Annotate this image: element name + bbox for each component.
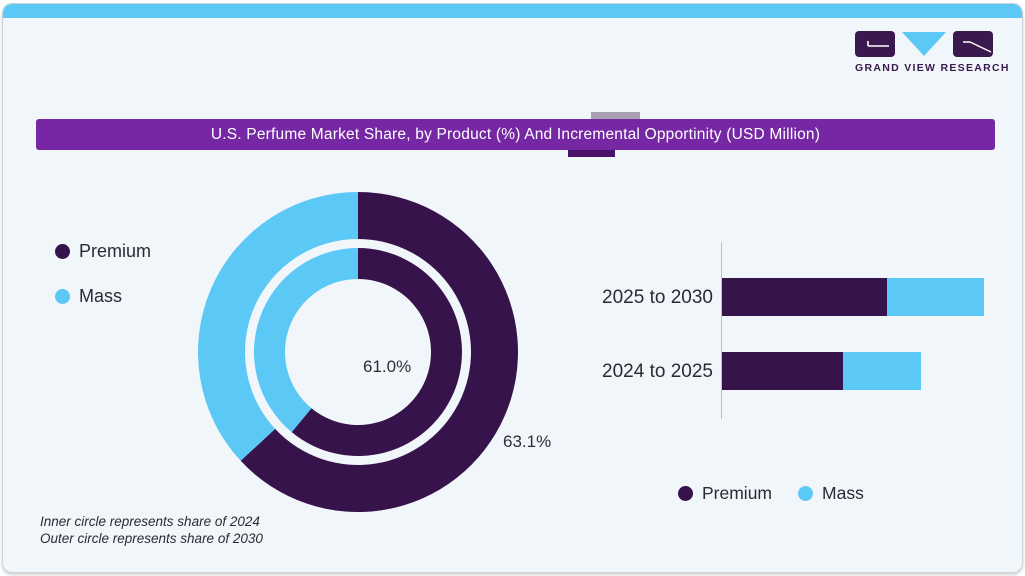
legend-label: Premium	[79, 240, 152, 261]
bar-category-label: 2024 to 2025	[602, 361, 713, 382]
footnote-outer-circle: Outer circle represents share of 2030	[40, 531, 263, 546]
brand-name: GRAND VIEW RESEARCH	[855, 62, 1010, 74]
premium-dot-icon	[678, 486, 693, 501]
donut-svg	[197, 192, 518, 512]
footnotes: Inner circle represents share of 2024 Ou…	[40, 513, 263, 547]
bar-segment-premium	[722, 352, 843, 390]
chart-card: GRAND VIEW RESEARCH U.S. Perfume Market …	[2, 3, 1023, 573]
top-accent-strip	[3, 4, 1022, 18]
bar-chart-axis	[721, 242, 722, 419]
bar-segment-mass	[887, 278, 984, 316]
mass-dot-icon	[798, 486, 814, 501]
bar-category-label: 2025 to 2030	[602, 287, 713, 308]
legend-label: Mass	[79, 285, 123, 306]
donut-outer-share-label: 63.1%	[503, 432, 552, 451]
bar-segment-mass	[843, 352, 921, 390]
premium-dot-icon	[55, 243, 70, 259]
donut-legend: Premium Mass	[55, 240, 152, 332]
donut-chart	[188, 182, 528, 522]
bar-legend: Premium Mass	[678, 483, 864, 504]
chart-title: U.S. Perfume Market Share, by Product (%…	[210, 125, 821, 143]
bar-segment-premium	[722, 278, 887, 316]
footnote-inner-circle: Inner circle represents share of 2024	[40, 514, 260, 529]
legend-label: Mass	[822, 483, 864, 503]
legend-item-premium: Premium	[678, 483, 772, 504]
donut-inner-share-label: 61.0%	[363, 357, 412, 376]
bar-2025-2030	[722, 278, 984, 316]
legend-item-mass: Mass	[798, 483, 864, 504]
legend-item-premium: Premium	[55, 240, 152, 261]
mass-dot-icon	[55, 288, 70, 304]
legend-label: Premium	[702, 483, 773, 503]
title-ribbon: U.S. Perfume Market Share, by Product (%…	[36, 119, 995, 150]
bar-2024-2025	[722, 352, 921, 390]
gvr-logo-icon	[855, 31, 993, 57]
brand-logo: GRAND VIEW RESEARCH	[855, 31, 1010, 74]
legend-item-mass: Mass	[55, 285, 151, 306]
